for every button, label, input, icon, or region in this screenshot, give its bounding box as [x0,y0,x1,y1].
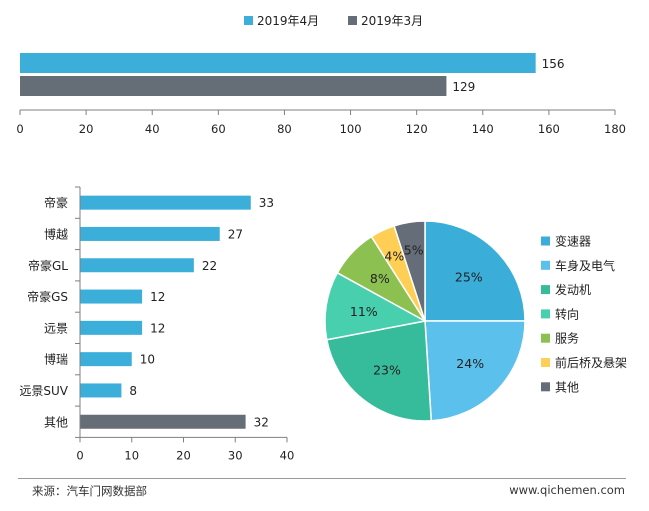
pie-legend-label: 其他 [555,380,579,394]
pie-slice-label: 11% [350,304,378,319]
x-tick-label: 160 [538,122,560,136]
bar-value-2: 129 [452,80,475,94]
pie-legend-swatch [541,260,550,270]
model-category-label: 帝豪 [44,195,68,210]
model-bar [80,195,251,210]
x-tick-label: 0 [76,448,83,462]
model-bar-value: 33 [259,196,274,210]
pie-legend-label: 服务 [555,331,579,346]
x-tick-label: 40 [280,448,295,462]
pie-slice-label: 23% [373,363,401,378]
footer-divider [18,478,626,479]
x-tick-label: 180 [604,122,626,136]
model-bar-value: 27 [228,227,243,241]
pie-slice-label: 4% [384,248,404,263]
pie-legend-label: 发动机 [555,282,591,297]
legend-label-2: 2019年3月 [361,14,423,28]
model-bar-value: 12 [150,321,165,335]
model-bar-value: 32 [254,415,269,429]
pie-slice-label: 24% [456,356,484,371]
pie-legend-swatch [541,333,550,343]
x-tick-label: 20 [79,122,94,136]
pie-slice-label: 8% [370,271,390,286]
model-category-label: 远景SUV [19,384,68,398]
pie-slice [324,271,428,341]
model-bar [80,289,143,304]
bar-value-1: 156 [542,57,565,71]
model-bar [80,226,220,241]
pie-legend-label: 变速器 [555,234,591,249]
model-bar [80,258,194,273]
x-tick-label: 0 [16,122,23,136]
model-category-label: 帝豪GL [28,258,68,273]
legend-swatch-2 [348,16,357,25]
legend-label-1: 2019年4月 [257,14,319,28]
model-category-label: 博瑞 [44,352,68,367]
pie-slice [393,220,426,322]
pie-slice [325,320,433,422]
model-bar [80,320,143,335]
website-url: www.qichemen.com [509,483,625,497]
pie-legend-label: 车身及电气 [555,258,615,273]
pie-slice [424,320,526,422]
x-tick-label: 10 [124,448,139,462]
x-tick-label: 30 [228,448,243,462]
legend-swatch-1 [244,16,253,25]
model-category-label: 帝豪GS [27,289,68,304]
model-bar [80,383,122,398]
model-bar [80,414,246,429]
pie-slice [424,220,526,322]
model-category-label: 博越 [44,226,68,241]
pie-legend-label: 转向 [555,306,579,321]
pie-legend-swatch [541,309,550,319]
pie-legend-swatch [541,285,550,295]
model-category-label: 其他 [44,415,68,429]
x-tick-label: 60 [211,122,226,136]
model-bar [80,352,132,367]
model-category-label: 远景 [44,321,68,335]
bar-2 [20,76,447,96]
x-tick-label: 40 [145,122,160,136]
model-bar-value: 22 [202,259,217,273]
x-tick-label: 80 [277,122,292,136]
pie-legend-swatch [541,358,550,367]
model-bar-value: 12 [150,290,165,304]
bar-1 [20,53,536,73]
model-bar-value: 10 [140,353,155,367]
source-note: 来源：汽车门网数据部 [32,484,147,498]
pie-slice-label: 25% [455,270,483,285]
pie-legend-swatch [541,382,550,392]
pie-slice-label: 5% [404,242,424,257]
pie-legend-swatch [541,236,550,246]
x-tick-label: 100 [340,122,362,136]
x-tick-label: 120 [406,122,428,136]
model-bar-value: 8 [129,384,137,398]
x-tick-label: 140 [472,122,494,136]
x-tick-label: 20 [176,448,191,462]
pie-legend-label: 前后桥及悬架 [555,355,627,370]
